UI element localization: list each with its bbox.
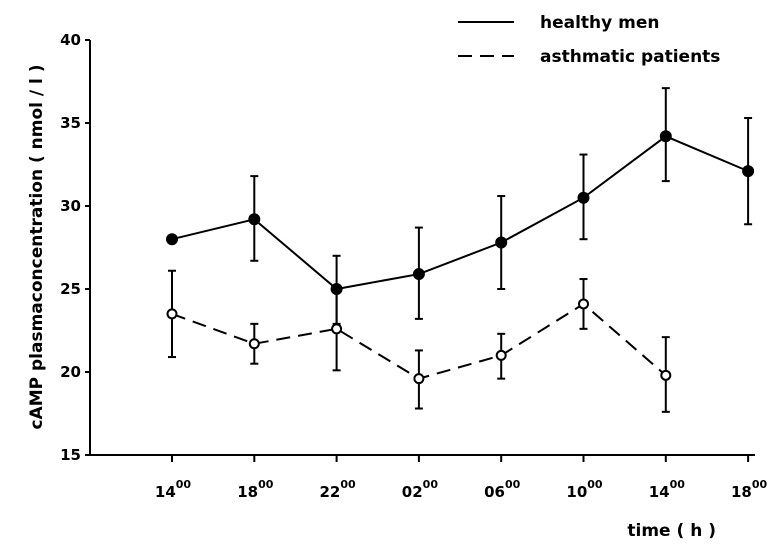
data-point bbox=[248, 213, 261, 226]
data-point bbox=[495, 349, 507, 361]
y-tick-label: 20 bbox=[60, 363, 81, 381]
data-point bbox=[166, 308, 178, 320]
legend: healthy men asthmatic patients bbox=[458, 13, 720, 67]
data-point bbox=[660, 369, 672, 381]
y-axis-label: cAMP plasmaconcentration ( nmol / l ) bbox=[27, 64, 47, 429]
series-asthmatic-patients bbox=[166, 269, 672, 413]
y-tick-label: 15 bbox=[60, 446, 81, 464]
data-point bbox=[412, 268, 425, 281]
data-point bbox=[331, 323, 343, 335]
x-tick-label: 1400 bbox=[649, 478, 686, 501]
y-tick-label: 25 bbox=[60, 280, 81, 298]
x-axis-label: time ( h ) bbox=[627, 521, 716, 541]
legend-label-asthmatic-patients: asthmatic patients bbox=[540, 47, 720, 67]
y-ticks: 15 20 25 30 35 40 bbox=[60, 31, 90, 464]
x-tick-label: 2200 bbox=[320, 478, 357, 501]
data-point bbox=[495, 236, 508, 249]
axes bbox=[89, 40, 755, 456]
x-tick-label: 1800 bbox=[731, 478, 768, 501]
data-point bbox=[248, 338, 260, 350]
data-point bbox=[577, 191, 590, 204]
series-line bbox=[171, 135, 749, 291]
data-point bbox=[166, 233, 178, 246]
x-tick-label: 1800 bbox=[237, 478, 274, 501]
x-tick-label: 0600 bbox=[484, 478, 521, 501]
data-point bbox=[413, 373, 425, 385]
y-tick-label: 30 bbox=[60, 197, 81, 215]
legend-label-healthy-men: healthy men bbox=[540, 13, 660, 33]
series-healthy-men bbox=[166, 87, 755, 325]
x-tick-label: 1400 bbox=[155, 478, 192, 501]
x-tick-label: 0200 bbox=[402, 478, 439, 501]
data-point bbox=[578, 298, 589, 310]
x-ticks: 1400 1800 2200 0200 0600 1000 1400 1800 bbox=[155, 455, 768, 501]
x-tick-label: 1000 bbox=[566, 478, 603, 501]
y-tick-label: 35 bbox=[60, 114, 81, 132]
data-point bbox=[659, 130, 672, 143]
data-point bbox=[742, 165, 755, 178]
y-tick-label: 40 bbox=[60, 31, 81, 49]
plot-area bbox=[166, 87, 755, 413]
